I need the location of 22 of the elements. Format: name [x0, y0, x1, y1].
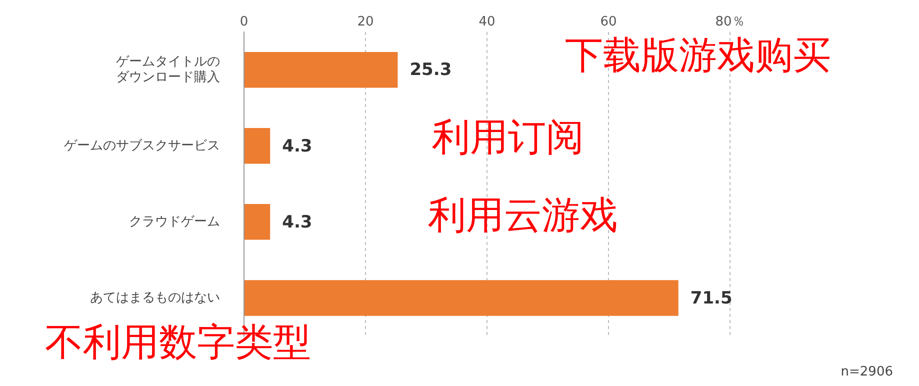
- data-label: 25.3: [410, 60, 452, 80]
- bar: [244, 204, 270, 240]
- data-label: 4.3: [282, 212, 312, 232]
- text: n=2906: [840, 364, 893, 380]
- x-tick-label: 40: [478, 14, 496, 30]
- y-tick-label: あてはまるものはない: [90, 290, 220, 306]
- annotation: 下载版游戏购买: [565, 32, 831, 77]
- x-tick-label: 60: [600, 14, 617, 30]
- annotation: 利用订阅: [432, 114, 584, 159]
- annotation: 利用云游戏: [428, 192, 618, 237]
- y-tick-label: ゲームのサブスクサービス: [64, 138, 220, 154]
- annotation: 不利用数字类型: [45, 320, 311, 364]
- bar: [244, 52, 398, 88]
- y-tick-label: ゲームタイトルのダウンロード購入: [116, 54, 220, 85]
- data-label: 71.5: [690, 288, 732, 308]
- bar: [244, 280, 678, 316]
- x-tick-label: 80％: [715, 14, 745, 30]
- data-label: 4.3: [282, 136, 312, 156]
- y-tick-label: クラウドゲーム: [129, 214, 220, 230]
- bar: [244, 128, 270, 164]
- x-tick-label: 20: [357, 14, 374, 30]
- x-tick-label: 0: [240, 14, 248, 30]
